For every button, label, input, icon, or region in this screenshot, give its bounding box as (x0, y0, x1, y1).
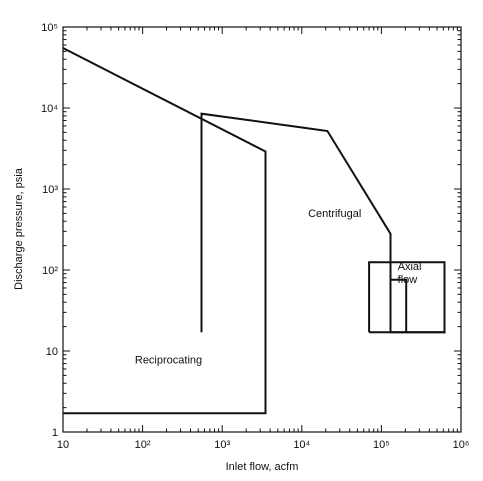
y-tick-label: 1 (52, 427, 58, 439)
x-tick-label: 10⁶ (453, 439, 470, 451)
region-boundary-reciprocating (62, 47, 267, 415)
y-tick-label: 10⁵ (41, 22, 58, 34)
y-tick-label: 10² (42, 265, 58, 277)
y-axis-label: Discharge pressure, psia (13, 167, 25, 290)
y-tick-label: 10 (46, 346, 58, 358)
x-tick-label: 10⁵ (373, 439, 390, 451)
x-tick-label: 10² (135, 439, 151, 451)
x-axis-label: Inlet flow, acfm (226, 461, 299, 473)
plot-frame (62, 26, 462, 433)
x-tick-label: 10 (57, 439, 69, 451)
region-boundary-axial-flow (368, 261, 446, 334)
region-boundary-centrifugal (200, 112, 446, 334)
region-label-reciprocating: Reciprocating (135, 355, 202, 367)
x-tick-labels: 10 10² 10³ 10⁴ 10⁵ 10⁶ (57, 439, 470, 451)
region-label-axial-flow: Axial (398, 261, 422, 273)
region-boundary-axial-flow-inner-step (390, 278, 408, 333)
y-tick-labels: 1 10 10² 10³ 10⁴ 10⁵ (41, 22, 58, 439)
region-label-centrifugal: Centrifugal (308, 208, 361, 220)
x-tick-label: 10⁴ (293, 439, 310, 451)
axis-ticks (62, 26, 462, 433)
x-tick-label: 10³ (214, 439, 230, 451)
region-label-axial-flow: flow (398, 274, 418, 286)
y-tick-label: 10⁴ (41, 103, 58, 115)
region-boundaries (62, 47, 446, 415)
y-tick-label: 10³ (42, 184, 58, 196)
